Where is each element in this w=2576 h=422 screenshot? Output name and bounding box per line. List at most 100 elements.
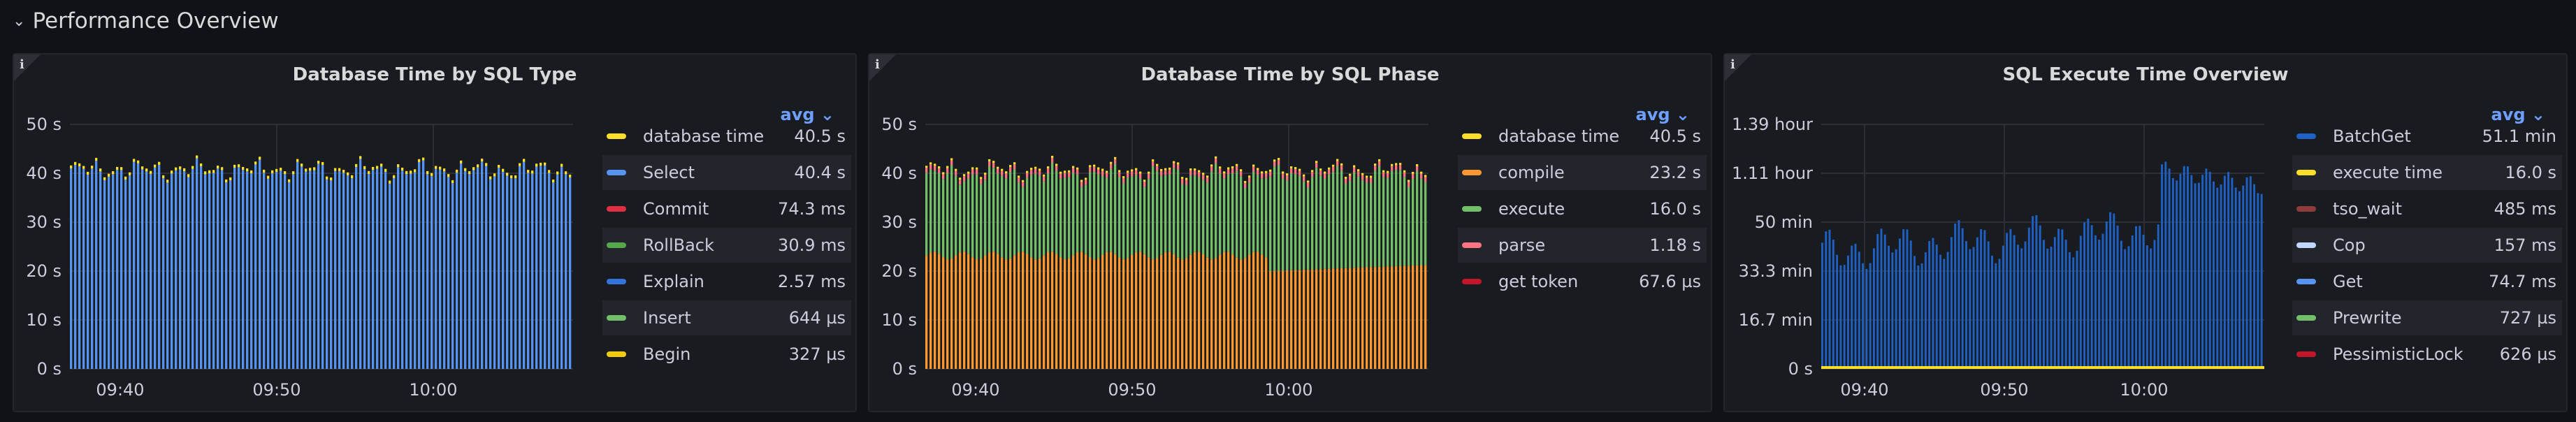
chevron-down-icon: ⌄ (2531, 105, 2545, 124)
legend-calc-avg[interactable]: avg ⌄ (780, 105, 835, 124)
bar-parse (1043, 176, 1045, 182)
legend-item[interactable]: database time 40.5 s (1458, 119, 1707, 154)
bar-database-time (1139, 171, 1142, 174)
bar-database-time (99, 168, 102, 172)
bar-compile (1357, 268, 1360, 369)
legend-item[interactable]: RollBack 30.9 ms (602, 228, 851, 263)
bar-compile (1240, 259, 1243, 369)
bar-execute (1160, 175, 1163, 255)
bar-execute (1420, 178, 1423, 265)
bar-database-time (91, 166, 94, 169)
bar-database-time (1282, 171, 1285, 174)
bar-database-time (95, 157, 98, 161)
section-header[interactable]: ⌄ Performance Overview (13, 4, 279, 38)
bar-batchget (1972, 247, 1975, 369)
bar-parse (980, 179, 983, 184)
bar-parse (1290, 168, 1293, 174)
bar-batchget (1876, 233, 1879, 369)
legend-calc-avg[interactable]: avg ⌄ (1635, 105, 1691, 124)
legend-item[interactable]: Get 74.7 ms (2292, 264, 2562, 299)
bar-execute (1206, 182, 1209, 258)
panel-title[interactable]: SQL Execute Time Overview (2002, 64, 2289, 85)
bar-database-time (485, 163, 488, 166)
bar-parse (1055, 166, 1058, 171)
bar-batchget (2179, 173, 2182, 369)
bar-database-time (187, 174, 190, 177)
legend-item[interactable]: get token 67.6 µs (1458, 264, 1707, 299)
legend-item[interactable]: PessimisticLock 626 µs (2292, 337, 2562, 372)
legend-series-name: Insert (643, 308, 691, 328)
bar-database-time (238, 164, 240, 168)
bar-database-time (976, 167, 978, 170)
bar-select (435, 168, 437, 369)
bar-database-time (78, 163, 81, 167)
bar-parse (1298, 170, 1301, 176)
bar-database-time (410, 170, 412, 174)
legend-item[interactable]: tso_wait 485 ms (2292, 191, 2562, 226)
legend-item[interactable]: compile 23.2 s (1458, 155, 1707, 190)
bar-database-time (1181, 177, 1184, 180)
bar-database-time (191, 166, 194, 169)
bar-database-time (217, 166, 219, 169)
bar-compile (1089, 257, 1092, 369)
bar-database-time (363, 166, 366, 169)
legend-swatch (1462, 206, 1482, 212)
y-tick-label: 50 s (26, 115, 61, 134)
bar-batchget (2013, 235, 2016, 369)
legend-item[interactable]: Explain 2.57 ms (602, 264, 851, 299)
bar-database-time (1345, 176, 1347, 179)
legend-item[interactable]: database time 40.5 s (602, 119, 851, 154)
bar-database-time (1424, 175, 1427, 177)
bar-compile (1420, 265, 1423, 369)
bar-parse (1039, 170, 1041, 176)
info-icon[interactable]: i (875, 57, 880, 72)
legend-item[interactable]: execute 16.0 s (1458, 191, 1707, 226)
bar-database-time (179, 166, 182, 170)
bar-database-time (959, 177, 962, 180)
bar-batchget (1998, 259, 2001, 369)
legend-item[interactable]: execute time 16.0 s (2292, 155, 2562, 190)
bar-database-time (1118, 170, 1121, 173)
legend-item[interactable]: parse 1.18 s (1458, 228, 1707, 263)
legend-series-value: 16.0 s (2505, 163, 2556, 182)
legend-item[interactable]: Begin 327 µs (602, 337, 851, 372)
legend-item[interactable]: BatchGet 51.1 min (2292, 119, 2562, 154)
bar-batchget (2050, 247, 2053, 369)
bar-batchget (2142, 234, 2145, 369)
info-icon[interactable]: i (1730, 57, 1735, 72)
bar-parse (1353, 167, 1356, 173)
legend-item[interactable]: Cop 157 ms (2292, 228, 2562, 263)
legend-item[interactable]: Prewrite 727 µs (2292, 300, 2562, 335)
bar-batchget (1821, 242, 1823, 369)
bar-compile (1160, 254, 1163, 369)
bar-compile (967, 254, 970, 369)
bar-database-time (1219, 166, 1222, 169)
bar-select (418, 161, 421, 369)
bar-parse (1240, 171, 1243, 177)
legend-item[interactable]: Commit 74.3 ms (602, 191, 851, 226)
info-icon[interactable]: i (20, 57, 24, 72)
bar-select (238, 167, 240, 369)
legend-item[interactable]: Insert 644 µs (602, 300, 851, 335)
bar-database-time (1403, 170, 1406, 173)
bar-batchget (1862, 263, 1865, 369)
bar-compile (1106, 252, 1108, 369)
bar-database-time (351, 175, 354, 178)
bar-compile (1403, 265, 1406, 369)
bar-database-time (460, 160, 463, 163)
panel-title[interactable]: Database Time by SQL Phase (1141, 64, 1440, 85)
bar-select (514, 178, 517, 369)
bar-execute (1236, 170, 1238, 258)
bar-batchget (1906, 229, 1909, 369)
bar-database-time (1319, 168, 1322, 171)
legend-item[interactable]: Select 40.4 s (602, 155, 851, 190)
bar-parse (1244, 183, 1247, 189)
legend-calc-avg[interactable]: avg ⌄ (2491, 105, 2546, 124)
bar-compile (1068, 258, 1071, 369)
legend-series-name: BatchGet (2333, 126, 2411, 146)
y-tick-label: 16.7 min (1739, 310, 1813, 330)
chevron-down-icon[interactable]: ⌄ (13, 12, 26, 30)
panel-title[interactable]: Database Time by SQL Type (292, 64, 577, 85)
bar-database-time (1026, 170, 1029, 173)
bar-database-time (196, 155, 198, 159)
